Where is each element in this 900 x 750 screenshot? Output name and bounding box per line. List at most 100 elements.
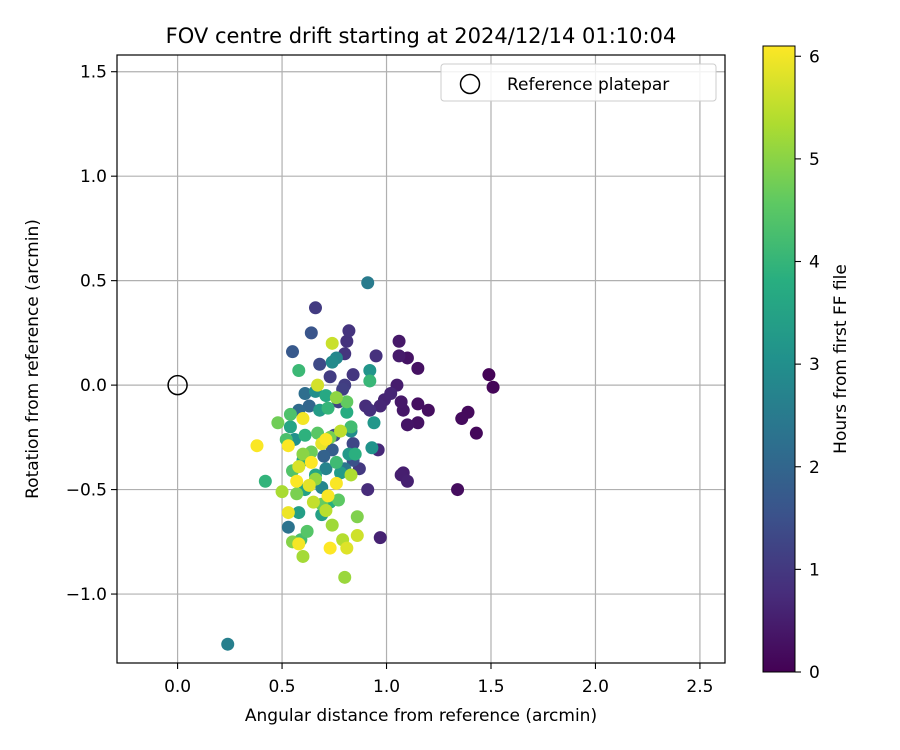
data-point xyxy=(344,468,358,482)
data-point xyxy=(482,368,496,382)
data-point xyxy=(275,485,289,499)
data-point xyxy=(338,570,352,584)
data-point xyxy=(369,349,383,363)
colorbar-tick-label: 0 xyxy=(809,663,820,683)
data-point xyxy=(317,449,331,463)
data-point xyxy=(296,447,310,461)
data-point xyxy=(290,474,304,488)
data-point xyxy=(296,549,310,563)
data-point xyxy=(363,374,377,388)
data-point xyxy=(451,483,465,497)
colorbar-tick-label: 5 xyxy=(809,150,820,170)
data-point xyxy=(296,412,310,426)
legend-box xyxy=(440,63,717,102)
data-point xyxy=(306,495,320,509)
data-point xyxy=(298,428,312,442)
data-point xyxy=(311,378,325,392)
data-point xyxy=(325,355,339,369)
x-axis-label: Angular distance from reference (arcmin) xyxy=(245,706,597,726)
x-tick-label: 0.0 xyxy=(164,677,191,697)
data-point xyxy=(334,424,348,438)
y-tick-label: 1.0 xyxy=(80,167,107,187)
data-point xyxy=(298,386,312,400)
y-tick-label: −0.5 xyxy=(66,481,107,501)
data-point xyxy=(344,420,358,434)
colorbar-tick-label: 3 xyxy=(809,355,820,375)
data-point xyxy=(350,510,364,524)
y-tick-label: −1.0 xyxy=(66,585,107,605)
data-point xyxy=(373,399,387,413)
data-point xyxy=(308,301,322,315)
data-point xyxy=(361,276,375,290)
data-point xyxy=(250,439,264,453)
colorbar-tick-label: 1 xyxy=(809,560,820,580)
data-point xyxy=(340,395,354,409)
y-tick-label: 0.0 xyxy=(80,376,107,396)
colorbar-label: Hours from first FF file xyxy=(831,264,851,454)
data-point xyxy=(455,412,469,426)
reference-platepar-marker xyxy=(167,374,188,396)
data-point xyxy=(329,476,343,490)
data-point xyxy=(300,524,314,538)
data-point xyxy=(292,537,306,551)
data-point xyxy=(313,357,327,371)
data-point xyxy=(363,363,377,377)
data-point xyxy=(392,334,406,348)
data-point xyxy=(346,437,360,451)
data-point xyxy=(283,407,297,421)
data-point xyxy=(400,418,414,432)
data-point xyxy=(290,487,304,501)
data-point xyxy=(319,462,333,476)
x-tick-label: 1.0 xyxy=(373,677,400,697)
y-tick-label: 0.5 xyxy=(80,272,107,292)
data-point xyxy=(323,541,337,555)
data-point xyxy=(342,324,356,338)
data-point xyxy=(469,426,483,440)
data-point xyxy=(340,405,354,419)
data-point xyxy=(411,361,425,375)
data-point xyxy=(421,403,435,417)
colorbar-tick-label: 4 xyxy=(809,253,820,273)
colorbar: 0 1 2 3 4 5 6 Hours from first FF file xyxy=(762,45,851,683)
data-point xyxy=(373,531,387,545)
data-point xyxy=(363,403,377,417)
data-point xyxy=(384,386,398,400)
data-point xyxy=(329,391,343,405)
data-point xyxy=(221,637,235,651)
data-point xyxy=(292,506,306,520)
data-point xyxy=(365,441,379,455)
data-point xyxy=(331,493,345,507)
y-axis-label: Rotation from reference (arcmin) xyxy=(23,219,43,499)
data-point xyxy=(367,416,381,430)
data-point xyxy=(304,326,318,340)
data-point xyxy=(346,368,360,382)
data-point xyxy=(334,466,348,480)
data-point xyxy=(325,518,339,532)
x-tick-label: 2.0 xyxy=(582,677,609,697)
data-point xyxy=(340,334,354,348)
data-point xyxy=(302,478,316,492)
colorbar-gradient xyxy=(762,45,796,673)
y-axis-ticks: −1.0 −0.5 0.0 0.5 1.0 1.5 xyxy=(66,63,117,605)
x-tick-label: 0.5 xyxy=(269,677,296,697)
data-point xyxy=(292,460,306,474)
data-point xyxy=(258,474,272,488)
plot-frame xyxy=(116,54,726,664)
colorbar-tick-label: 2 xyxy=(809,458,820,478)
data-point xyxy=(340,541,354,555)
data-point xyxy=(323,370,337,384)
data-point xyxy=(321,401,335,415)
data-point xyxy=(394,395,408,409)
data-point xyxy=(281,506,295,520)
data-point xyxy=(271,416,285,430)
x-gridlines xyxy=(176,55,701,663)
legend-marker xyxy=(459,73,481,95)
y-tick-label: 1.5 xyxy=(80,63,107,83)
data-point xyxy=(486,380,500,394)
data-point xyxy=(281,520,295,534)
data-point xyxy=(329,455,343,469)
x-tick-label: 2.5 xyxy=(686,677,713,697)
data-point xyxy=(411,397,425,411)
data-point xyxy=(304,455,318,469)
